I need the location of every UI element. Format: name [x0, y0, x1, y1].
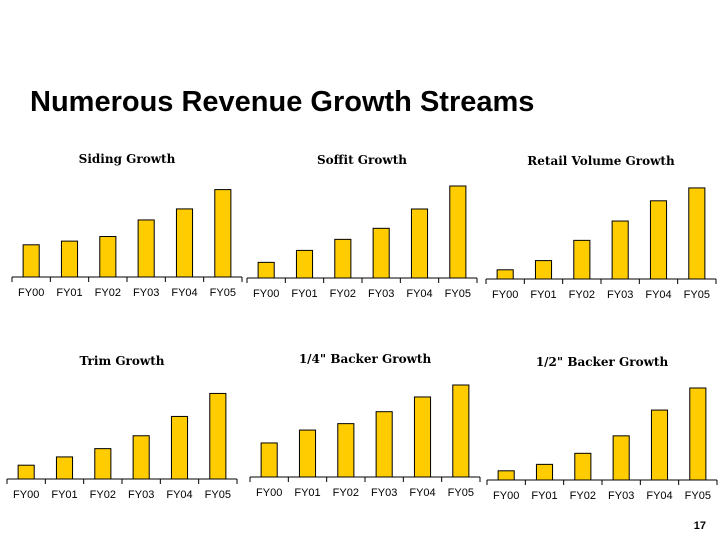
tick-label: FY04 [166, 489, 192, 501]
bar-fy05 [449, 185, 467, 279]
bar-fy01 [535, 463, 554, 481]
tick-label: FY05 [205, 489, 231, 501]
tick-label: FY04 [646, 490, 672, 502]
bar-fy05 [688, 187, 706, 280]
tick-label: FY02 [569, 289, 595, 301]
bar-fy01 [55, 456, 74, 480]
chart-title: Soffit Growth [317, 153, 407, 167]
bar-fy03 [611, 220, 629, 280]
bar-fy05 [209, 392, 227, 480]
bar-fy00 [22, 244, 40, 278]
tick-label: FY03 [133, 287, 159, 299]
chart-siding-growth: Siding Growth FY00 FY01 FY02 FY03 FY04 FY05 [11, 152, 243, 302]
tick-label: FY05 [448, 487, 474, 499]
chart-title: Retail Volume Growth [527, 154, 675, 168]
chart-plot: FY00 FY01 FY02 FY03 FY04 FY05 [485, 187, 717, 301]
tick-label: FY03 [608, 490, 634, 502]
tick-label: FY04 [645, 289, 671, 301]
tick-label: FY05 [685, 490, 711, 502]
bar-fy04 [175, 208, 194, 278]
bar-fy00 [497, 470, 515, 481]
tick-label: FY00 [13, 489, 39, 501]
bar-fy00 [260, 442, 278, 478]
bar-fy00 [257, 261, 275, 279]
page-number: 17 [693, 520, 706, 532]
chart-soffit-growth: Soffit Growth FY00 FY01 FY02 FY03 FY04 FY05 [246, 153, 478, 303]
bar-fy01 [534, 260, 553, 280]
tick-label: FY01 [291, 288, 317, 300]
bar-fy05 [452, 384, 470, 478]
chart-half-inch-backer-growth: 1/2" Backer Growth FY00 FY01 FY02 FY03 FY04 F… [486, 355, 718, 505]
bar-fy03 [612, 435, 630, 481]
bar-fy05 [214, 189, 232, 278]
chart-title: 1/2" Backer Growth [535, 355, 669, 369]
tick-label: FY03 [128, 489, 154, 501]
tick-label: FY00 [492, 289, 518, 301]
bar-fy03 [372, 227, 390, 279]
chart-plot: FY00 FY01 FY02 FY03 FY04 FY05 [486, 387, 718, 502]
bar-fy00 [17, 464, 35, 480]
bar-fy02 [94, 448, 112, 480]
bar-fy02 [574, 452, 592, 481]
chart-title: Trim Growth [79, 354, 165, 368]
tick-label: FY03 [607, 289, 633, 301]
tick-label: FY05 [445, 288, 471, 300]
tick-label: FY02 [95, 287, 121, 299]
tick-label: FY04 [171, 287, 197, 299]
bar-fy03 [137, 219, 155, 278]
tick-label: FY02 [570, 490, 596, 502]
bar-fy03 [132, 435, 150, 480]
bar-fy05 [689, 387, 707, 481]
tick-label: FY02 [333, 487, 359, 499]
tick-label: FY00 [256, 487, 282, 499]
chart-plot: FY00 FY01 FY02 FY03 FY04 FY05 [6, 392, 238, 501]
tick-label: FY03 [368, 288, 394, 300]
tick-label: FY05 [684, 289, 710, 301]
bar-fy02 [337, 423, 355, 478]
tick-label: FY03 [371, 487, 397, 499]
bar-fy01 [60, 240, 79, 278]
tick-label: FY02 [330, 288, 356, 300]
chart-plot: FY00 FY01 FY02 FY03 FY04 FY05 [249, 384, 481, 499]
page-title: Numerous Revenue Growth Streams [30, 86, 535, 118]
tick-label: FY02 [90, 489, 116, 501]
chart-retail-volume-growth: Retail Volume Growth FY00 FY01 FY02 FY03 FY0… [485, 154, 717, 304]
tick-label: FY00 [493, 490, 519, 502]
bar-fy02 [334, 238, 352, 279]
chart-title: 1/4" Backer Growth [298, 352, 432, 366]
bar-fy04 [170, 415, 189, 480]
bar-fy04 [650, 409, 669, 481]
bar-fy04 [413, 396, 432, 478]
chart-title: Siding Growth [78, 152, 176, 166]
tick-label: FY01 [56, 287, 82, 299]
tick-label: FY01 [51, 489, 77, 501]
chart-trim-growth: Trim Growth FY00 FY01 FY02 FY03 FY04 FY05 [6, 354, 238, 504]
tick-label: FY04 [409, 487, 435, 499]
chart-quarter-inch-backer-growth: 1/4" Backer Growth FY00 FY01 FY02 FY03 FY04 F… [249, 352, 481, 502]
tick-label: FY01 [294, 487, 320, 499]
tick-label: FY04 [406, 288, 432, 300]
chart-plot: FY00 FY01 FY02 FY03 FY04 FY05 [246, 185, 478, 300]
bar-fy00 [496, 269, 514, 280]
bar-fy02 [99, 236, 117, 278]
chart-plot: FY00 FY01 FY02 FY03 FY04 FY05 [11, 189, 243, 299]
tick-label: FY01 [530, 289, 556, 301]
bar-fy04 [649, 200, 668, 280]
bar-fy01 [298, 429, 317, 478]
tick-label: FY00 [18, 287, 44, 299]
bar-fy01 [295, 249, 314, 279]
bar-fy04 [410, 208, 429, 279]
tick-label: FY00 [253, 288, 279, 300]
tick-label: FY01 [531, 490, 557, 502]
tick-label: FY05 [210, 287, 236, 299]
bar-fy02 [573, 239, 591, 280]
bar-fy03 [375, 411, 393, 478]
